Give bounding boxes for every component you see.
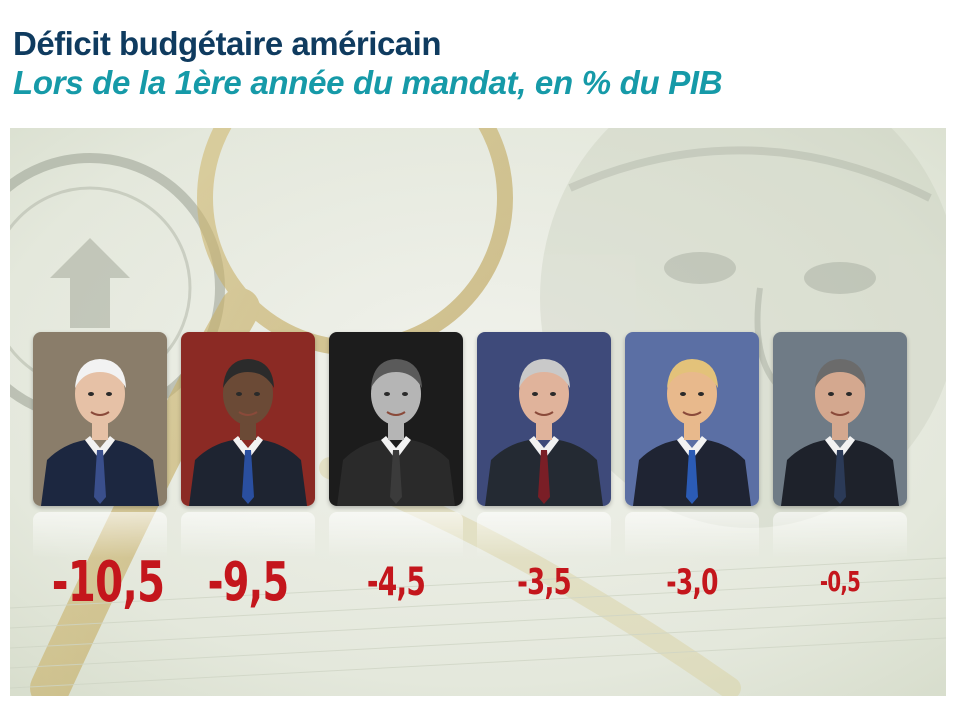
president-portrait-1 — [33, 332, 167, 506]
chart-panel: -10,5 -9,5 -4,5 -3,5 -3,0 -0,5 — [10, 128, 946, 696]
president-portrait-3 — [329, 332, 463, 506]
value-label: -3,0 — [666, 562, 718, 603]
chart-header: Déficit budgétaire américain Lors de la … — [13, 24, 943, 102]
president-portrait-2 — [181, 332, 315, 506]
portrait-reflection — [625, 512, 759, 558]
value-label: -3,5 — [517, 562, 572, 603]
value-label: -10,5 — [51, 550, 165, 615]
portrait-reflection — [477, 512, 611, 558]
president-portrait-4 — [477, 332, 611, 506]
president-portrait-5 — [625, 332, 759, 506]
value-label: -4,5 — [366, 559, 426, 605]
value-label: -9,5 — [207, 551, 289, 614]
portrait-figure-icon — [773, 332, 907, 506]
portrait-reflection — [33, 512, 167, 558]
portrait-figure-icon — [329, 332, 463, 506]
chart-title: Déficit budgétaire américain — [13, 25, 441, 62]
portrait-figure-icon — [181, 332, 315, 506]
portrait-reflection — [329, 512, 463, 558]
president-portrait-6 — [773, 332, 907, 506]
portrait-figure-icon — [625, 332, 759, 506]
chart-subtitle: Lors de la 1ère année du mandat, en % du… — [13, 64, 723, 101]
portrait-reflection — [181, 512, 315, 558]
value-label: -0,5 — [819, 567, 861, 599]
portrait-reflection — [773, 512, 907, 558]
portrait-figure-icon — [33, 332, 167, 506]
portrait-figure-icon — [477, 332, 611, 506]
